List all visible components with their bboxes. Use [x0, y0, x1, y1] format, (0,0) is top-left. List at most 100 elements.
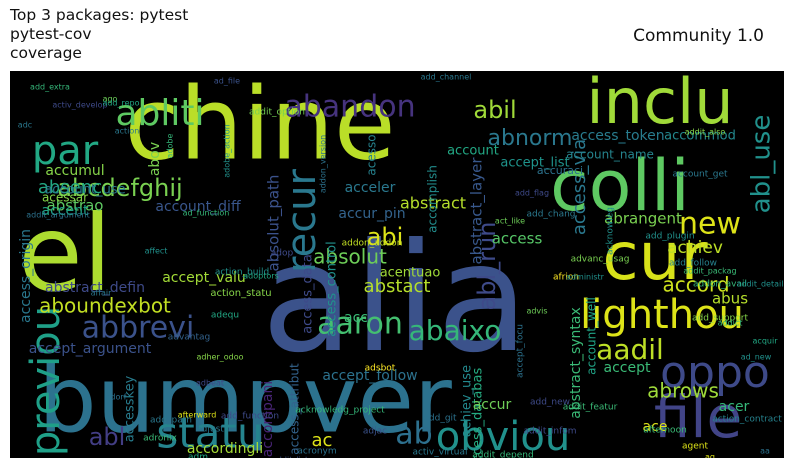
word-absolut: absolut: [313, 245, 387, 269]
word-acessar: acessar: [42, 191, 88, 205]
word-accordingli: accordingli: [187, 441, 263, 457]
word-alia: alia: [261, 212, 528, 386]
word-accur-pin: accur_pin: [338, 206, 405, 222]
word-add-path: add_path: [150, 416, 192, 426]
word-chine: chine: [124, 71, 395, 182]
word-abstact: abstact: [364, 276, 431, 297]
word-cloud: alia chine bumpver el colli inclu cur file light…: [10, 71, 784, 458]
word-abstract-layer: abstract_layer: [468, 157, 487, 265]
word-abbrevi: abbrevi: [82, 311, 195, 346]
word-ad-file: ad_file: [214, 77, 240, 86]
word-account-well: account_well: [585, 297, 599, 375]
word-afterward: afterward: [178, 411, 217, 420]
word-account: account: [447, 144, 499, 159]
word-accumul: accumul: [45, 163, 104, 179]
word-adsbot: adsbot: [365, 364, 396, 374]
word-access-token: access_token: [571, 128, 664, 144]
word-adc: adc: [18, 121, 32, 130]
word-ace: ace: [643, 419, 668, 435]
word-bumpver: bumpver: [38, 346, 452, 453]
word-addit-detail: addit_detail: [737, 280, 784, 289]
word-addit-argument: addit_argument: [26, 211, 90, 220]
word-acer: acer: [719, 399, 750, 415]
word-add-support: add_support: [692, 314, 748, 324]
word-access-via: access_via: [569, 139, 590, 235]
word-colli: colli: [550, 145, 690, 227]
word-adequ: adequ: [211, 311, 239, 321]
word-abstract-syntax: abstract_syntax: [568, 307, 584, 419]
word-accomplish: accomplish: [426, 165, 440, 233]
word-account-get: account_get: [672, 170, 728, 180]
word-accent: accent: [42, 203, 89, 219]
word-abrows: abrows: [647, 379, 719, 403]
word-accept-focu: accept_focu: [516, 324, 526, 378]
word-absenc: absenc: [38, 177, 102, 198]
word-abil: abil: [473, 96, 516, 124]
word-activ-develop: activ_develop: [52, 101, 107, 110]
word-achiev-use: achiev_use: [460, 365, 475, 437]
chart-title-left: Top 3 packages: pytest pytest-cov covera…: [10, 6, 189, 62]
word-addit-featur: addit_featur: [563, 403, 618, 413]
word-cloud-words: alia chine bumpver el colli inclu cur file light…: [18, 71, 784, 458]
word-accept: accept: [604, 360, 651, 376]
word-adop: adop: [271, 249, 294, 259]
word-agent: agent: [682, 442, 708, 452]
word-action: action: [115, 127, 140, 136]
word-achiev: achiev: [667, 238, 723, 258]
word-add-follow: add_follow: [669, 259, 717, 269]
word-adbeat: adbeat: [196, 379, 224, 388]
word-accept-follow: accept_follow: [322, 368, 417, 384]
word-par: par: [32, 128, 99, 174]
word-accesskey: accesskey: [123, 375, 138, 442]
word-adoptors: adoptors: [243, 272, 278, 281]
word-statu: statu: [156, 409, 263, 458]
word-ago: ago: [103, 95, 118, 104]
word-action-statu: action_statu: [210, 288, 271, 299]
word-addon-addon: addon_addon: [342, 239, 403, 249]
word-lighthou: lighthou: [580, 292, 744, 338]
word-acesso: acesso: [365, 134, 379, 175]
word-account-use: account_use: [44, 183, 125, 198]
word-accept-argument: accept_argument: [29, 341, 152, 357]
word-afrion: afrion: [553, 273, 579, 283]
word-ad-function: ad_function: [183, 209, 230, 218]
word-accept-list: accept_list: [500, 156, 569, 171]
word-action-contract: action_contract: [712, 415, 782, 425]
word-access: access: [492, 230, 543, 248]
word-abaixo: abaixo: [409, 314, 502, 347]
word-abus: abus: [712, 290, 748, 308]
word-access-data: access_data: [301, 254, 316, 334]
word-access-control: access_control: [325, 241, 340, 336]
word-add-function: add_function: [221, 412, 279, 422]
word-administr: administr: [566, 273, 605, 282]
word-obviou: obviou: [436, 414, 570, 458]
word-addon-avail: addon_avail: [693, 280, 747, 290]
word-add-git: add_git: [423, 414, 457, 424]
word-addit-infom: addit_infom: [523, 427, 576, 437]
word-addit-also: addit_also: [685, 128, 726, 137]
word-aboundexbot: aboundexbot: [39, 294, 171, 318]
word-abov: abov: [147, 142, 163, 176]
word-adher-odoo: adher_odoo: [196, 353, 243, 362]
word-ad-new: ad_new: [741, 353, 772, 362]
word-abrangent: abrangent: [604, 210, 682, 228]
word-adronix: adronix: [143, 434, 177, 444]
word-affair: affair: [91, 289, 113, 298]
word-abliti: abliti: [115, 93, 204, 134]
word-abl-use: abl_use: [747, 115, 777, 214]
word-acknowleg: acknowleg: [606, 207, 616, 255]
word-abi: abi: [367, 223, 404, 251]
word-adjac: adjac: [363, 427, 387, 437]
word-access-databas: access_databas: [471, 367, 486, 458]
word-add-chang: add_chang: [526, 210, 575, 220]
word-acronym: acronym: [297, 447, 336, 457]
word-cur: cur: [602, 218, 708, 295]
word-account-name: account_name: [566, 148, 654, 162]
word-cloud-background: [10, 71, 784, 458]
word-abstract: abstract: [400, 194, 466, 213]
word-aadil: aadil: [596, 333, 664, 366]
word-access-attribut: access_attribut: [288, 363, 302, 455]
word-acentuao: acentuao: [380, 266, 441, 281]
word-abl-run: abl_run: [473, 222, 501, 311]
word-abstract-defin: abstract_defin: [45, 280, 145, 296]
